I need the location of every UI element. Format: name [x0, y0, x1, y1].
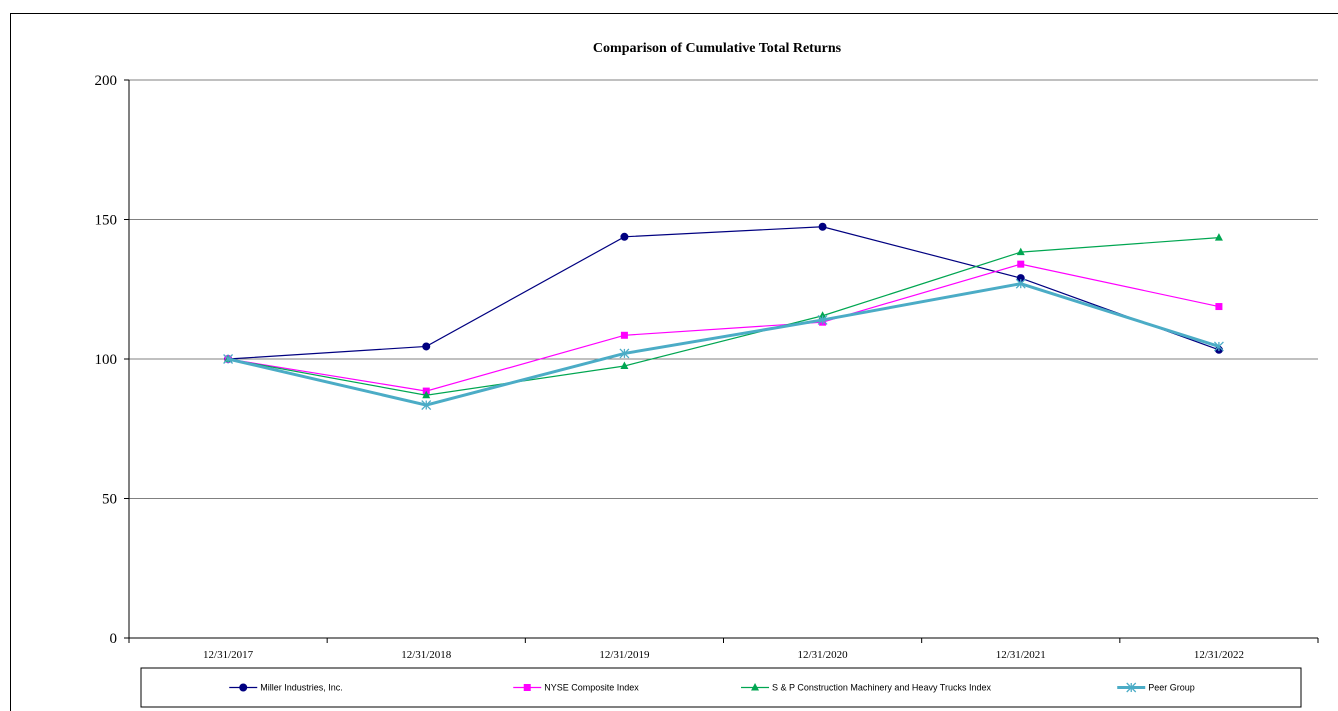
series-lines [223, 222, 1224, 410]
data-point-1-5 [1215, 303, 1223, 311]
grid-lines [129, 79, 1318, 499]
series-line-0 [228, 226, 1220, 360]
legend-marker-1 [523, 684, 531, 691]
legend: Miller Industries, Inc. NYSE Composite In… [140, 667, 1302, 708]
legend-item-3: Peer Group [1117, 683, 1195, 693]
series-line-1 [227, 263, 1220, 392]
legend-marker-0 [239, 683, 248, 692]
xtick-label-4: 12/31/2021 [996, 649, 1046, 661]
ytick-label-4: 200 [95, 73, 118, 89]
series-0 [224, 222, 1223, 363]
chart-frame [10, 13, 1338, 711]
data-point-2-3 [818, 311, 827, 319]
legend-label-3: Peer Group [1148, 683, 1195, 693]
legend-label-0: Miller Industries, Inc. [260, 683, 343, 693]
data-point-0-1 [422, 342, 431, 351]
ytick-label-2: 100 [95, 352, 118, 368]
legend-marker-2 [751, 683, 760, 691]
xtick-label-5: 12/31/2022 [1194, 649, 1244, 661]
data-point-3-4 [1015, 278, 1026, 289]
ytick-label-0: 0 [110, 631, 118, 647]
xtick-label-3: 12/31/2020 [798, 649, 849, 661]
data-point-3-1 [421, 400, 432, 410]
data-point-1-2 [620, 331, 628, 339]
series-line-3 [227, 282, 1220, 407]
xtick-label-2: 12/31/2019 [599, 649, 650, 661]
ytick-label-1: 50 [102, 492, 117, 508]
series-line-2 [227, 237, 1219, 396]
data-point-2-5 [1214, 233, 1223, 241]
axes: 0 50 100 150 200 12/31/2017 12/31/2018 12/31/20… [95, 73, 1319, 661]
data-point-3-5 [1213, 341, 1224, 352]
legend-box [140, 667, 1302, 708]
data-point-0-3 [818, 222, 827, 231]
legend-item-2: S & P Construction Machinery and Heavy T… [741, 683, 991, 693]
data-point-3-0 [223, 354, 234, 364]
data-point-1-4 [1017, 260, 1025, 268]
data-point-2-2 [620, 361, 629, 369]
data-point-2-1 [422, 390, 431, 399]
ytick-label-3: 150 [95, 213, 118, 229]
legend-item-0: Miller Industries, Inc. [229, 683, 343, 693]
data-point-0-2 [620, 232, 629, 241]
xtick-label-0: 12/31/2017 [203, 649, 254, 661]
legend-label-1: NYSE Composite Index [544, 683, 639, 693]
legend-marker-3 [1126, 682, 1137, 693]
chart-title: Comparison of Cumulative Total Returns [593, 41, 842, 56]
series-1 [224, 260, 1223, 395]
series-2 [224, 233, 1223, 399]
legend-label-2: S & P Construction Machinery and Heavy T… [772, 683, 991, 693]
data-point-2-4 [1016, 247, 1025, 256]
data-point-3-3 [817, 314, 828, 325]
series-3 [223, 278, 1224, 410]
data-point-3-2 [619, 348, 630, 359]
xtick-label-1: 12/31/2018 [401, 649, 452, 661]
legend-item-1: NYSE Composite Index [513, 683, 639, 693]
